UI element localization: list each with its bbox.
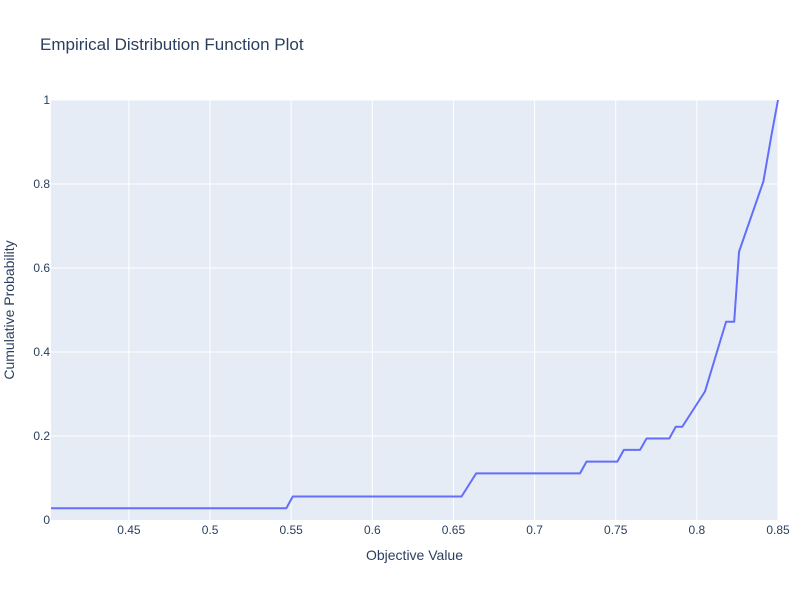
- x-tick-label: 0.8: [689, 523, 706, 537]
- y-axis-title: Cumulative Probability: [1, 240, 17, 379]
- x-tick-label: 0.65: [442, 523, 466, 537]
- y-tick-label: 1: [43, 93, 50, 107]
- y-tick-label: 0.8: [33, 177, 50, 191]
- x-tick-label: 0.5: [202, 523, 219, 537]
- ecdf-line: [51, 99, 779, 510]
- series-layer: [51, 99, 779, 510]
- chart-title: Empirical Distribution Function Plot: [40, 35, 304, 54]
- y-tick-label: 0.6: [33, 261, 50, 275]
- x-tick-label: 0.85: [766, 523, 790, 537]
- plot-background: [51, 100, 778, 520]
- x-tick-label: 0.6: [364, 523, 381, 537]
- x-axis-title: Objective Value: [366, 547, 463, 563]
- x-tick-label: 0.45: [117, 523, 141, 537]
- y-tick-label: 0.4: [33, 345, 50, 359]
- y-tick-label: 0.2: [33, 429, 50, 443]
- grid-lines: [51, 99, 779, 520]
- x-tick-label: 0.7: [526, 523, 543, 537]
- x-tick-label: 0.55: [279, 523, 303, 537]
- tick-labels: 0.45 0.5 0.55 0.6 0.65 0.7 0.75 0.8 0.85 0 0.2 0.4 0…: [33, 93, 790, 537]
- y-tick-label: 0: [43, 513, 50, 527]
- x-tick-label: 0.75: [604, 523, 628, 537]
